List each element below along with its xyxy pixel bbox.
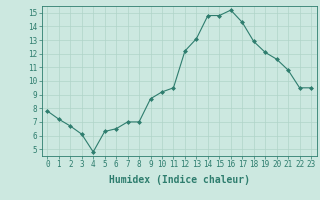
- X-axis label: Humidex (Indice chaleur): Humidex (Indice chaleur): [109, 175, 250, 185]
